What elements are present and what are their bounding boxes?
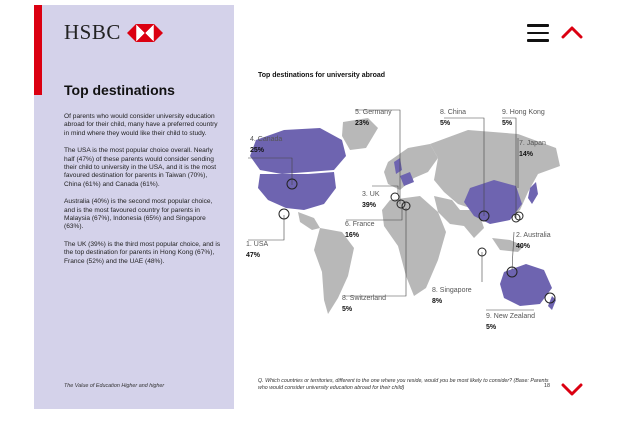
chevron-down-icon <box>561 383 583 396</box>
destination-markers <box>278 178 556 304</box>
country-percent: 8% <box>432 298 443 305</box>
label-japan: 7. Japan 14% <box>519 139 546 159</box>
label-singapore: 8. Singapore 8% <box>432 286 472 306</box>
country-name: 8. Switzerland <box>342 295 386 302</box>
japan-shape <box>528 182 538 204</box>
country-name: 4. Canada <box>250 136 283 143</box>
country-name: 1. USA <box>246 241 269 248</box>
sidebar-panel <box>34 5 234 409</box>
map-title: Top destinations for university abroad <box>258 72 386 79</box>
country-name: 8. Singapore <box>432 287 472 294</box>
intro-paragraph: Of parents who would consider university… <box>64 113 218 137</box>
country-percent: 14% <box>519 151 534 158</box>
land-masses <box>298 118 560 314</box>
world-map <box>248 109 560 314</box>
country-name: 6. France <box>345 221 375 228</box>
report-footer: The Value of Education Higher and higher <box>64 383 165 389</box>
page-number: 18 <box>544 383 550 389</box>
menu-button[interactable] <box>527 24 549 42</box>
survey-question-footnote: Q. Which countries or territories, diffe… <box>258 378 549 391</box>
label-canada: 4. Canada 25% <box>250 135 282 155</box>
usa-shape <box>258 172 336 210</box>
page-title: Top destinations <box>64 82 175 98</box>
country-percent: 16% <box>345 232 360 239</box>
country-percent: 5% <box>502 120 513 127</box>
sidebar-body: Of parents who would consider university… <box>64 113 222 275</box>
country-name: 5. Germany <box>355 109 392 116</box>
country-name: 9. Hong Kong <box>502 109 545 116</box>
country-name: 7. Japan <box>519 140 546 147</box>
country-percent: 5% <box>440 120 451 127</box>
canada-shape <box>250 128 346 174</box>
country-name: 9. New Zealand <box>486 313 536 320</box>
hamburger-icon <box>527 24 549 42</box>
country-percent: 40% <box>516 243 531 250</box>
australia-shape <box>500 264 552 306</box>
uk-paragraph: The UK (39%) is the third most popular c… <box>64 240 221 265</box>
country-percent: 23% <box>355 120 370 127</box>
label-china: 8. China 5% <box>440 108 466 128</box>
china-shape <box>464 180 522 224</box>
hexagon-logo-icon <box>126 23 163 42</box>
europe-shape <box>400 172 414 186</box>
usa-paragraph: The USA is the most popular choice overa… <box>64 147 217 188</box>
next-page-button[interactable] <box>561 382 583 398</box>
highlighted-countries <box>250 128 556 310</box>
leader-lines <box>248 109 534 311</box>
country-name: 2. Australia <box>516 232 551 239</box>
country-percent: 5% <box>342 306 353 313</box>
label-australia: 2. Australia 40% <box>516 231 551 251</box>
label-newzealand: 9. New Zealand 5% <box>486 312 535 332</box>
label-usa: 1. USA 47% <box>246 240 268 260</box>
country-percent: 25% <box>250 147 265 154</box>
chevron-up-icon <box>561 26 583 39</box>
label-switzerland: 8. Switzerland 5% <box>342 294 386 314</box>
label-uk: 3. UK 39% <box>362 190 380 210</box>
logo-text: HSBC <box>64 20 121 44</box>
label-france: 6. France 16% <box>345 220 375 240</box>
country-percent: 39% <box>362 202 377 209</box>
label-hongkong: 9. Hong Kong 5% <box>502 108 545 128</box>
previous-page-button[interactable] <box>561 24 583 40</box>
country-name: 8. China <box>440 109 467 116</box>
hsbc-logo: HSBC <box>64 20 163 45</box>
label-germany: 5. Germany 23% <box>355 108 392 128</box>
country-name: 3. UK <box>362 191 380 198</box>
country-percent: 5% <box>486 324 497 331</box>
accent-bar <box>34 5 42 95</box>
australia-paragraph: Australia (40%) is the second most popul… <box>64 198 213 231</box>
country-percent: 47% <box>246 252 261 259</box>
